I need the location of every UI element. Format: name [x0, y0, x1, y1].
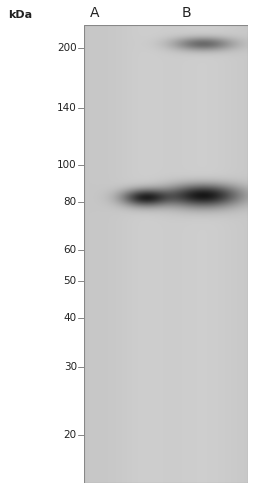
Text: 80: 80 — [64, 197, 77, 207]
Text: A: A — [90, 6, 100, 20]
Text: 30: 30 — [64, 362, 77, 372]
Text: 60: 60 — [64, 246, 77, 255]
Text: 140: 140 — [57, 103, 77, 113]
Text: 20: 20 — [64, 430, 77, 440]
Text: kDa: kDa — [8, 10, 32, 20]
Text: 200: 200 — [57, 43, 77, 53]
Text: 50: 50 — [64, 276, 77, 286]
Text: B: B — [182, 6, 192, 20]
Text: 40: 40 — [64, 313, 77, 324]
Text: 100: 100 — [57, 160, 77, 170]
